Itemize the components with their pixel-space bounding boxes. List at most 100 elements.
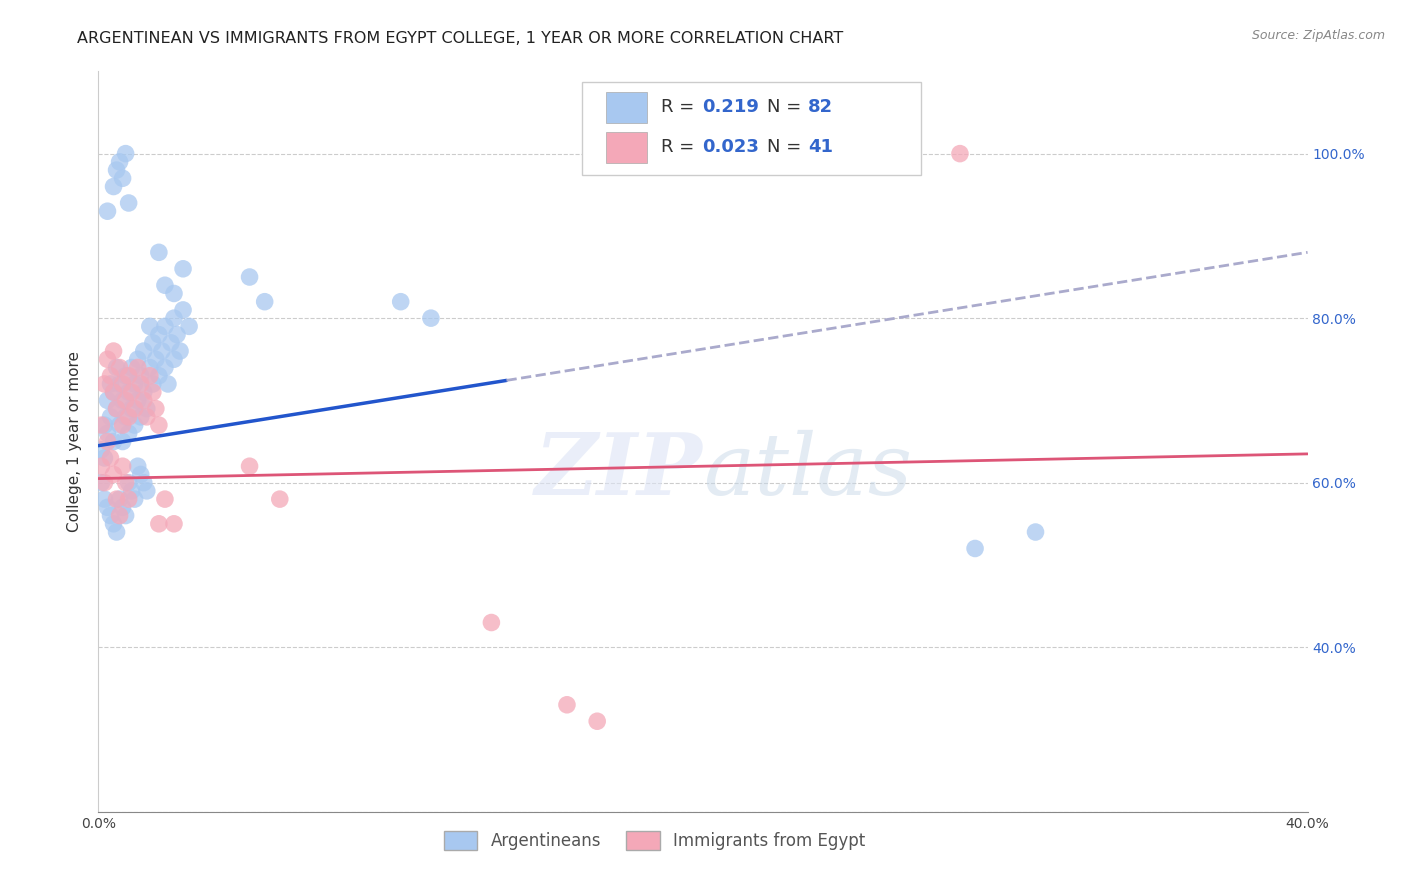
Text: ZIP: ZIP xyxy=(536,429,703,513)
Point xyxy=(142,376,165,391)
Point xyxy=(1024,524,1046,539)
Point xyxy=(103,434,125,449)
Point xyxy=(172,261,194,276)
Point xyxy=(105,492,128,507)
Point xyxy=(121,401,143,416)
Point xyxy=(103,385,125,400)
Point xyxy=(163,352,186,367)
Point xyxy=(114,368,136,383)
Point xyxy=(124,401,146,416)
Point xyxy=(129,467,152,482)
Text: N =: N = xyxy=(768,98,807,116)
Point xyxy=(111,376,134,391)
Point xyxy=(153,319,176,334)
Point xyxy=(114,475,136,490)
Point xyxy=(949,146,972,161)
Point xyxy=(127,352,149,367)
Point xyxy=(96,352,118,367)
Point xyxy=(172,302,194,317)
Point xyxy=(127,459,149,474)
Point xyxy=(132,475,155,490)
Point xyxy=(132,344,155,359)
Point xyxy=(118,385,141,400)
Point xyxy=(114,393,136,408)
Point xyxy=(100,508,122,523)
Point xyxy=(118,492,141,507)
Point xyxy=(127,393,149,408)
Point xyxy=(105,401,128,416)
Point xyxy=(129,409,152,424)
Text: atlas: atlas xyxy=(703,430,912,513)
Point xyxy=(166,327,188,342)
Point xyxy=(103,344,125,359)
Point xyxy=(118,426,141,441)
Point xyxy=(148,327,170,342)
Point xyxy=(93,475,115,490)
Point xyxy=(169,344,191,359)
Point xyxy=(148,368,170,383)
Point xyxy=(135,401,157,416)
Point xyxy=(105,524,128,539)
Point xyxy=(93,492,115,507)
Point xyxy=(103,385,125,400)
Point xyxy=(121,483,143,498)
Point xyxy=(253,294,276,309)
Text: 82: 82 xyxy=(808,98,834,116)
Point xyxy=(114,508,136,523)
Point xyxy=(150,344,173,359)
Point xyxy=(148,516,170,531)
Point xyxy=(481,615,503,630)
Point xyxy=(114,146,136,161)
Point xyxy=(118,475,141,490)
Text: 0.219: 0.219 xyxy=(702,98,759,116)
Point xyxy=(129,368,152,383)
Point xyxy=(111,434,134,449)
Point xyxy=(121,385,143,400)
Point xyxy=(90,418,112,433)
FancyBboxPatch shape xyxy=(606,132,647,163)
Point xyxy=(135,409,157,424)
Y-axis label: College, 1 year or more: College, 1 year or more xyxy=(67,351,83,532)
Point xyxy=(148,245,170,260)
Point xyxy=(269,492,291,507)
Point xyxy=(139,319,162,334)
Point xyxy=(124,418,146,433)
Point xyxy=(96,204,118,219)
Point xyxy=(108,376,131,391)
Point xyxy=(163,286,186,301)
Point xyxy=(111,393,134,408)
Point xyxy=(111,459,134,474)
Point xyxy=(93,418,115,433)
Point xyxy=(90,442,112,457)
Point xyxy=(100,450,122,465)
Point xyxy=(108,154,131,169)
Point xyxy=(163,311,186,326)
Point xyxy=(965,541,987,556)
Point xyxy=(153,278,176,293)
Point xyxy=(148,418,170,433)
Point xyxy=(142,335,165,350)
Point xyxy=(100,368,122,383)
Point xyxy=(135,483,157,498)
Point xyxy=(127,360,149,375)
Point xyxy=(420,311,443,326)
Text: N =: N = xyxy=(768,138,807,156)
Point xyxy=(142,385,165,400)
Point xyxy=(153,492,176,507)
Point xyxy=(96,393,118,408)
Point xyxy=(153,360,176,375)
Point xyxy=(105,360,128,375)
Text: 0.023: 0.023 xyxy=(702,138,759,156)
Text: 41: 41 xyxy=(808,138,834,156)
Point xyxy=(156,376,179,391)
Point xyxy=(111,500,134,515)
Text: R =: R = xyxy=(661,98,700,116)
Point xyxy=(100,409,122,424)
Point xyxy=(163,516,186,531)
Point xyxy=(179,319,201,334)
Point xyxy=(160,335,183,350)
Point xyxy=(114,409,136,424)
Point xyxy=(108,360,131,375)
Point xyxy=(389,294,412,309)
Point xyxy=(118,196,141,211)
